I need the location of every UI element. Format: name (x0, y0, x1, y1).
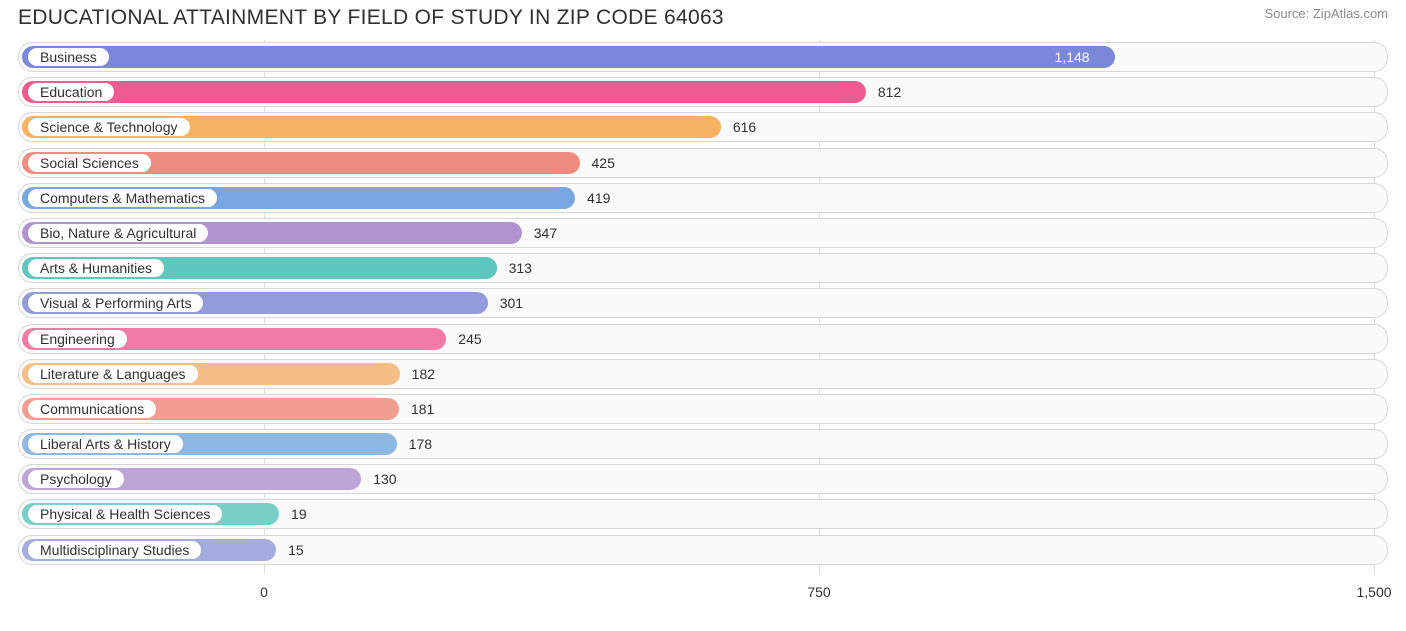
bar-label: Education (27, 82, 115, 102)
bar-value: 301 (500, 295, 523, 311)
bar-value: 245 (458, 331, 481, 347)
bar-label: Arts & Humanities (27, 258, 165, 278)
bar-row: Computers & Mathematics 419 (18, 183, 1388, 213)
bar-label: Psychology (27, 469, 125, 489)
bar-label: Liberal Arts & History (27, 434, 184, 454)
bar-label: Bio, Nature & Agricultural (27, 223, 209, 243)
bar-label: Literature & Languages (27, 364, 199, 384)
bar-label: Physical & Health Sciences (27, 504, 223, 524)
x-tick-label: 1,500 (1356, 584, 1391, 600)
x-tick-label: 750 (807, 584, 830, 600)
bar-label: Business (27, 47, 110, 67)
bar-row: Education 812 (18, 77, 1388, 107)
bar-fill (22, 46, 1115, 68)
bar-value: 419 (587, 190, 610, 206)
x-axis: 0 750 1,500 (18, 578, 1388, 600)
bar-row: Science & Technology 616 (18, 112, 1388, 142)
chart-source: Source: ZipAtlas.com (1264, 6, 1388, 21)
bar-label: Engineering (27, 329, 128, 349)
bar-value: 19 (291, 506, 307, 522)
chart-header: EDUCATIONAL ATTAINMENT BY FIELD OF STUDY… (0, 0, 1406, 30)
bar-value: 616 (733, 119, 756, 135)
bar-row: Multidisciplinary Studies 15 (18, 535, 1388, 565)
bar-value: 425 (592, 155, 615, 171)
bar-row: Business 1,148 (18, 42, 1388, 72)
bar-label: Communications (27, 399, 157, 419)
bar-label: Social Sciences (27, 153, 152, 173)
bar-row: Social Sciences 425 (18, 148, 1388, 178)
bars-container: Business 1,148 Education 812 Science & Techn… (18, 40, 1388, 565)
bar-row: Engineering 245 (18, 324, 1388, 354)
bar-row: Bio, Nature & Agricultural 347 (18, 218, 1388, 248)
bar-row: Psychology 130 (18, 464, 1388, 494)
bar-row: Arts & Humanities 313 (18, 253, 1388, 283)
bar-value: 313 (509, 260, 532, 276)
bar-row: Visual & Performing Arts 301 (18, 288, 1388, 318)
bar-label: Science & Technology (27, 117, 191, 137)
bar-value: 15 (288, 542, 304, 558)
bar-row: Liberal Arts & History 178 (18, 429, 1388, 459)
bar-value: 347 (534, 225, 557, 241)
bar-label: Multidisciplinary Studies (27, 540, 202, 560)
bar-value: 181 (411, 401, 434, 417)
bar-row: Physical & Health Sciences 19 (18, 499, 1388, 529)
bar-value: 1,148 (1055, 49, 1387, 65)
chart-title: EDUCATIONAL ATTAINMENT BY FIELD OF STUDY… (18, 6, 724, 30)
bar-value: 812 (878, 84, 901, 100)
bar-value: 130 (373, 471, 396, 487)
bar-value: 178 (409, 436, 432, 452)
bar-fill (22, 81, 866, 103)
bar-row: Communications 181 (18, 394, 1388, 424)
bar-label: Computers & Mathematics (27, 188, 218, 208)
chart-area: Business 1,148 Education 812 Science & Techn… (18, 40, 1388, 600)
bar-value: 182 (412, 366, 435, 382)
bar-label: Visual & Performing Arts (27, 293, 204, 313)
bar-row: Literature & Languages 182 (18, 359, 1388, 389)
x-tick-label: 0 (260, 584, 268, 600)
